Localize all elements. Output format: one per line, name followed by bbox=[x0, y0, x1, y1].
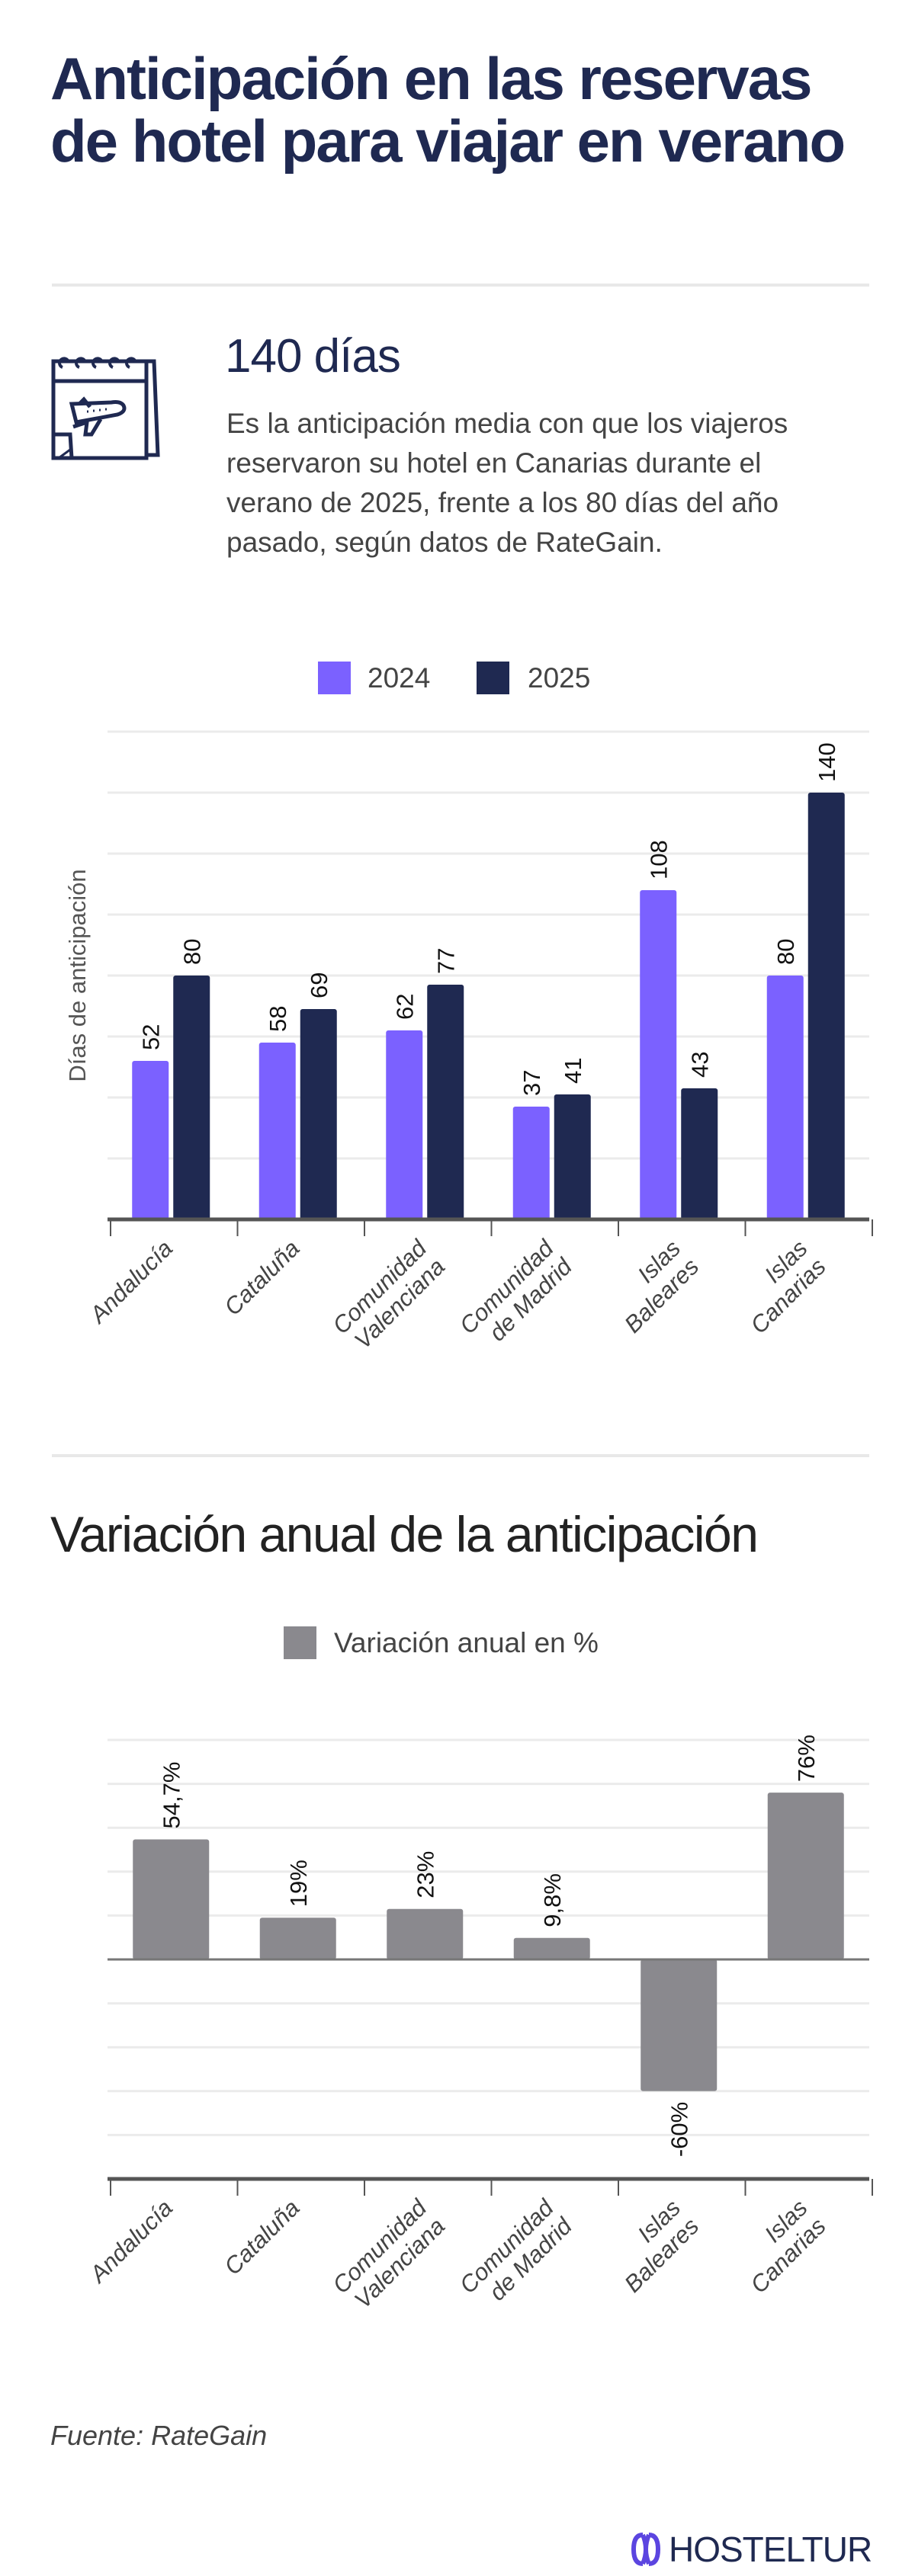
x-tick-label: Cataluña bbox=[219, 2194, 304, 2280]
x-tick-label: Comunidadde Madrid bbox=[454, 1234, 578, 1357]
x-tick-label: ComunidadValenciana bbox=[327, 1234, 451, 1357]
bar bbox=[173, 976, 210, 1219]
calendar-plane-icon bbox=[47, 344, 169, 466]
bar bbox=[807, 793, 845, 1219]
x-tick-label-line: Cataluña bbox=[219, 2194, 304, 2280]
legend-swatch-2024 bbox=[318, 662, 351, 694]
hosteltur-logo-icon bbox=[631, 2533, 661, 2566]
chart-1: 52 58 62 37 108 80 80 69 77 41 43 140 Andalucía Catal… bbox=[64, 730, 873, 1357]
data-label: 77 bbox=[432, 948, 459, 974]
data-label: 54,7% bbox=[158, 1762, 185, 1829]
x-tick-label-line: Andalucía bbox=[84, 2194, 178, 2289]
divider bbox=[52, 284, 869, 287]
data-label: 52 bbox=[137, 1024, 164, 1050]
data-label: 80 bbox=[772, 939, 799, 965]
x-tick-label-line: Cataluña bbox=[219, 1235, 304, 1320]
data-label: 76% bbox=[793, 1735, 820, 1782]
x-tick-label: IslasBaleares bbox=[601, 1235, 704, 1338]
x-tick-label: ComunidadValenciana bbox=[327, 2193, 451, 2317]
logo-text: HOSTELTUR bbox=[669, 2530, 872, 2569]
data-label: 43 bbox=[686, 1052, 713, 1078]
bar bbox=[640, 890, 677, 1219]
data-label: 62 bbox=[391, 994, 418, 1020]
bar bbox=[513, 1937, 590, 1959]
legend-label-2024: 2024 bbox=[368, 662, 431, 694]
bar bbox=[640, 1959, 718, 2091]
bar bbox=[133, 1839, 210, 1959]
x-tick-label: Comunidadde Madrid bbox=[454, 2193, 578, 2317]
x-tick-label: IslasCanarias bbox=[727, 2194, 831, 2299]
bar bbox=[258, 1043, 296, 1219]
x-tick-label: Andalucía bbox=[84, 1235, 178, 1329]
legend-swatch-variation bbox=[284, 1626, 316, 1659]
data-label: 69 bbox=[306, 972, 332, 998]
source-note: Fuente: RateGain bbox=[50, 2420, 268, 2451]
legend-label-2025: 2025 bbox=[528, 662, 591, 694]
legend-swatch-2025 bbox=[477, 662, 509, 694]
x-tick-label: IslasCanarias bbox=[727, 1235, 831, 1339]
bar bbox=[386, 1030, 423, 1219]
data-label: 37 bbox=[518, 1070, 545, 1096]
bar bbox=[300, 1009, 337, 1219]
chart2-heading: Variación anual de la anticipación bbox=[50, 1506, 759, 1562]
highlight-value: 140 días bbox=[225, 330, 401, 383]
highlight-description: Es la anticipación media con que los via… bbox=[226, 408, 788, 558]
hosteltur-logo: HOSTELTUR bbox=[629, 2529, 872, 2570]
data-label: 108 bbox=[645, 840, 672, 879]
chart-2: 54,7% 19% 23% 9,8% -60% 76% Andalucía Cataluña C… bbox=[84, 1735, 873, 2317]
x-tick-label: IslasBaleares bbox=[601, 2194, 704, 2297]
y-axis-label: Días de anticipación bbox=[64, 869, 91, 1081]
data-label: 80 bbox=[178, 939, 205, 965]
data-label: 140 bbox=[814, 742, 840, 782]
x-tick-label: Cataluña bbox=[219, 1235, 304, 1320]
data-label: -60% bbox=[666, 2102, 692, 2157]
x-tick-label: Andalucía bbox=[84, 2194, 178, 2289]
x-tick-label-line: Andalucía bbox=[84, 1235, 178, 1329]
bar bbox=[512, 1107, 550, 1219]
legend-label-variation: Variación anual en % bbox=[334, 1627, 599, 1658]
bar bbox=[259, 1918, 336, 1959]
data-label: 41 bbox=[560, 1058, 586, 1084]
data-label: 9,8% bbox=[539, 1873, 566, 1927]
bar bbox=[767, 1793, 844, 1959]
divider bbox=[52, 1454, 869, 1457]
data-label: 23% bbox=[412, 1851, 438, 1898]
data-label: 58 bbox=[265, 1006, 291, 1032]
bar bbox=[766, 976, 804, 1219]
bar bbox=[554, 1094, 591, 1219]
bar bbox=[427, 985, 464, 1219]
data-label: 19% bbox=[285, 1860, 312, 1907]
bar bbox=[681, 1088, 718, 1219]
bar bbox=[387, 1908, 464, 1959]
page-title: Anticipación en las reservas de hotel pa… bbox=[50, 45, 846, 175]
bar bbox=[132, 1061, 169, 1219]
